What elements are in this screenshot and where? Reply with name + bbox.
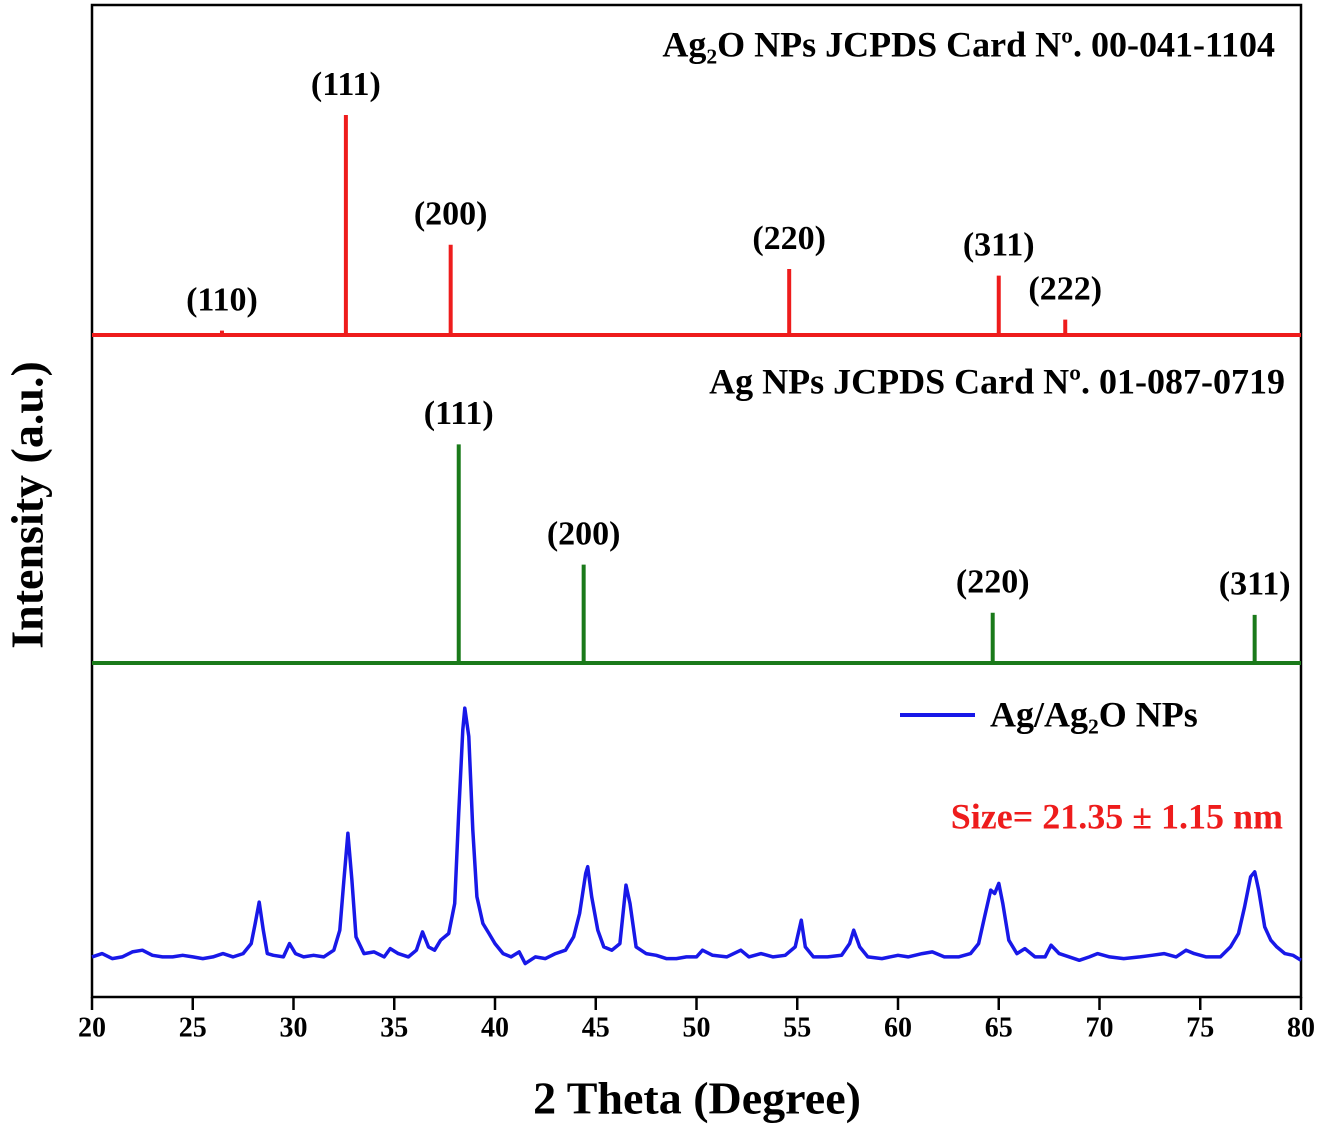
peak-label: (111)	[311, 66, 381, 103]
x-tick-label: 55	[783, 1012, 811, 1043]
x-axis-label: 2 Theta (Degree)	[533, 1073, 861, 1124]
legend-label: Ag/Ag₂O NPs	[990, 694, 1198, 734]
y-axis-label: Intensity (a.u.)	[2, 361, 53, 649]
frame	[90, 3, 1303, 999]
x-tick-label: 75	[1186, 1012, 1214, 1043]
panel-title: Ag NPs JCPDS Card Nº. 01-087-0719	[709, 361, 1285, 401]
peak-label: (311)	[1219, 566, 1291, 603]
x-tick-label: 30	[280, 1012, 308, 1043]
panel-title: Ag₂O NPs JCPDS Card Nº. 00-041-1104	[662, 24, 1275, 64]
x-tick-label: 35	[380, 1012, 408, 1043]
x-tick-label: 20	[78, 1012, 106, 1043]
x-tick-label: 80	[1287, 1012, 1315, 1043]
x-tick-label: 25	[179, 1012, 207, 1043]
peak-label: (222)	[1028, 270, 1102, 307]
x-tick-label: 70	[1086, 1012, 1114, 1043]
peak-label: (111)	[424, 395, 494, 432]
peak-label: (200)	[414, 196, 488, 233]
peak-label: (220)	[956, 564, 1030, 601]
x-tick-label: 65	[985, 1012, 1013, 1043]
x-tick-label: 50	[683, 1012, 711, 1043]
peak-label: (220)	[752, 220, 826, 257]
x-tick-label: 40	[481, 1012, 509, 1043]
annotation: Size= 21.35 ± 1.15 nm	[951, 796, 1283, 836]
x-tick-label: 60	[884, 1012, 912, 1043]
peak-label: (110)	[186, 281, 258, 318]
x-tick-label: 45	[582, 1012, 610, 1043]
peak-label: (311)	[963, 226, 1035, 263]
peak-label: (200)	[547, 515, 621, 552]
data-line	[91, 706, 1302, 966]
